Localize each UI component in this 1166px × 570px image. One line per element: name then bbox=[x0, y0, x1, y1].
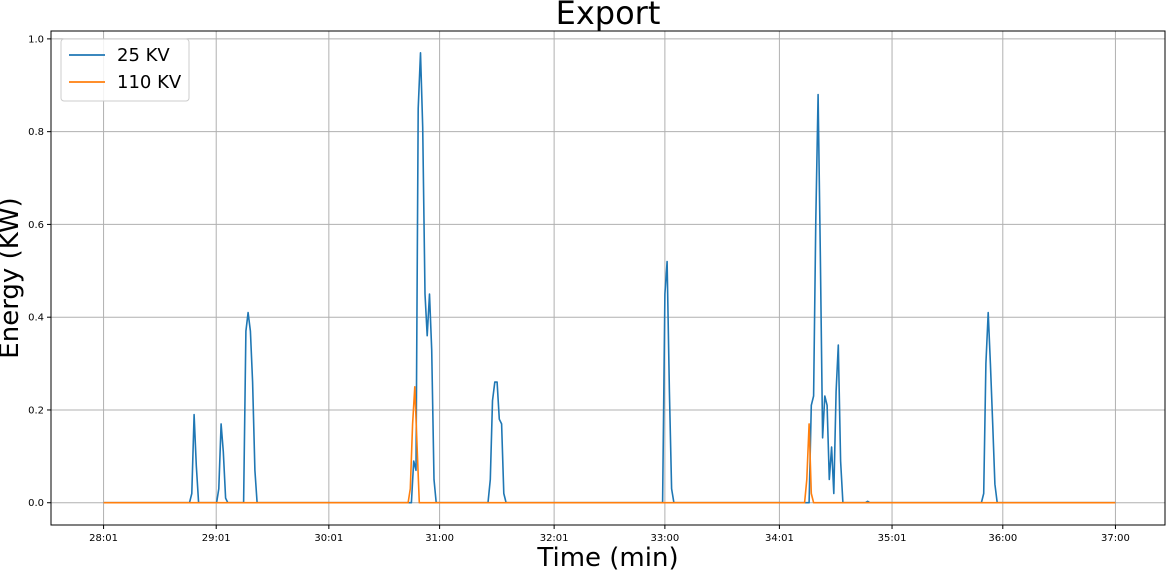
plot-frame bbox=[50, 30, 1166, 526]
y-axis-title: Energy (KW) bbox=[0, 197, 25, 358]
x-tick-label: 35:01 bbox=[878, 533, 907, 544]
x-tick-label: 36:00 bbox=[988, 533, 1017, 544]
x-tick-label: 31:00 bbox=[425, 533, 454, 544]
y-tick-label: 0.4 bbox=[28, 313, 44, 324]
legend: 25 KV 110 KV bbox=[60, 38, 190, 102]
x-tick-label: 32:01 bbox=[540, 533, 569, 544]
x-tick-label: 34:01 bbox=[765, 533, 794, 544]
x-tick-label: 30:01 bbox=[314, 533, 343, 544]
series-lines bbox=[103, 51, 1116, 504]
legend-label: 110 KV bbox=[117, 72, 182, 93]
series-line-25kv bbox=[103, 51, 1116, 504]
y-tick-label: 0.2 bbox=[28, 405, 44, 416]
x-tick-label: 28:01 bbox=[89, 533, 118, 544]
x-tick-label: 29:01 bbox=[202, 533, 231, 544]
y-tick-label: 0.0 bbox=[28, 498, 44, 509]
legend-label: 25 KV bbox=[117, 45, 170, 66]
x-tick-label: 33:00 bbox=[650, 533, 679, 544]
axis-ticks: 28:01 29:01 30:01 31:00 32:01 33:00 34:01 35:01… bbox=[28, 34, 1130, 544]
chart-title: Export bbox=[556, 0, 661, 32]
y-tick-label: 0.6 bbox=[28, 220, 44, 231]
y-tick-label: 0.8 bbox=[28, 127, 44, 138]
y-tick-label: 1.0 bbox=[28, 34, 44, 45]
x-tick-label: 37:00 bbox=[1101, 533, 1130, 544]
x-axis-title: Time (min) bbox=[536, 543, 678, 570]
series-line-110kv bbox=[103, 385, 1116, 504]
grid-lines bbox=[51, 31, 1165, 525]
